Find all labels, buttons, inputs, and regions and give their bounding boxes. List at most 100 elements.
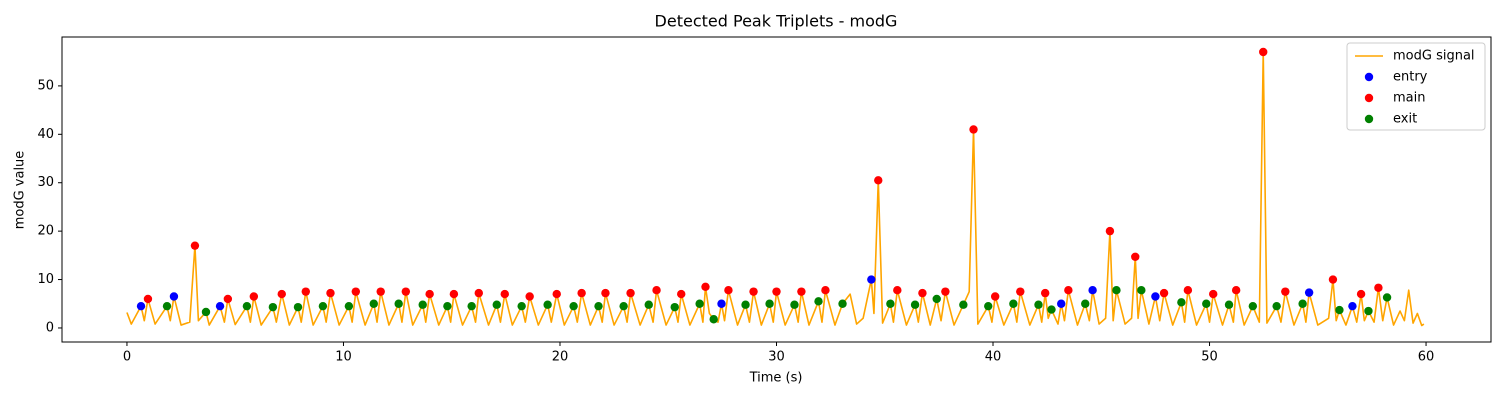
point [162, 301, 172, 311]
y-tick-label: 30 [37, 175, 54, 190]
point [741, 300, 750, 309]
y-tick-label: 40 [37, 127, 54, 142]
point [190, 241, 200, 250]
point [201, 307, 211, 317]
legend-label: modG signal [1393, 49, 1475, 64]
point [677, 289, 686, 299]
point [449, 289, 459, 299]
point [474, 288, 483, 298]
point [577, 288, 586, 298]
point [169, 292, 179, 301]
point [143, 294, 153, 304]
point [644, 300, 653, 309]
point [242, 301, 252, 311]
point [886, 299, 895, 308]
x-tick-label: 10 [335, 350, 352, 365]
point [1064, 285, 1073, 295]
point [874, 176, 883, 185]
point [1040, 288, 1050, 298]
point [401, 287, 411, 296]
point [701, 282, 710, 292]
x-tick-label: 40 [985, 350, 1002, 365]
point [1356, 289, 1366, 299]
point [552, 289, 561, 299]
point [797, 287, 806, 296]
point [1364, 306, 1373, 316]
point [626, 288, 635, 298]
y-tick-label: 50 [37, 78, 54, 93]
point [867, 275, 876, 284]
point [1151, 292, 1160, 301]
point [394, 299, 403, 308]
x-axis-label: Time (s) [749, 371, 803, 386]
y-axis-label: modG value [13, 151, 28, 230]
point [492, 300, 501, 309]
point [814, 297, 823, 306]
y-tick-label: 20 [37, 224, 54, 239]
point [443, 301, 452, 311]
x-tick-label: 50 [1201, 350, 1218, 365]
signal-line [126, 51, 1425, 327]
point [695, 299, 704, 308]
point [1272, 301, 1281, 311]
legend-swatch [1364, 72, 1374, 82]
point [709, 315, 718, 324]
point [1034, 300, 1043, 309]
point [543, 300, 552, 309]
point [1105, 226, 1115, 236]
point [318, 301, 328, 311]
point [425, 289, 434, 299]
point [344, 301, 354, 311]
point [1281, 287, 1290, 296]
point [1112, 285, 1121, 295]
point [249, 292, 259, 301]
point [301, 287, 310, 296]
point [418, 300, 427, 309]
x-tick-label: 60 [1418, 350, 1435, 365]
point [772, 287, 781, 296]
point [1088, 285, 1097, 295]
chart-title: Detected Peak Triplets - modG [655, 12, 898, 31]
point [959, 300, 968, 309]
point [293, 302, 303, 312]
y-tick-label: 0 [46, 320, 54, 335]
legend-swatch [1364, 114, 1374, 124]
point [517, 301, 526, 311]
point [1177, 298, 1186, 307]
x-tick-label: 30 [768, 350, 785, 365]
point [1202, 299, 1211, 308]
point [215, 301, 225, 311]
point [918, 288, 927, 298]
point [525, 292, 534, 301]
point [369, 299, 378, 308]
legend-label: main [1393, 91, 1425, 106]
point [1131, 252, 1140, 261]
point [1328, 275, 1338, 284]
legend-swatch [1364, 93, 1374, 103]
point [821, 285, 830, 295]
point [1159, 288, 1169, 298]
point [910, 300, 920, 309]
point [1209, 289, 1218, 299]
point [969, 125, 978, 134]
point [500, 289, 509, 299]
point [1248, 301, 1258, 311]
point [1016, 287, 1025, 296]
x-tick-label: 20 [552, 350, 569, 365]
point [1259, 47, 1268, 57]
legend-box [1346, 42, 1486, 131]
point [1335, 305, 1344, 315]
point [1374, 283, 1383, 292]
point [136, 301, 146, 311]
point [594, 301, 603, 311]
point [1348, 301, 1357, 311]
point [1183, 285, 1193, 295]
point [941, 287, 950, 296]
point [1298, 299, 1307, 308]
point [326, 288, 335, 298]
y-tick-label: 10 [37, 272, 54, 287]
point [1009, 299, 1018, 308]
point [1231, 285, 1241, 295]
legend-label: entry [1393, 70, 1428, 85]
